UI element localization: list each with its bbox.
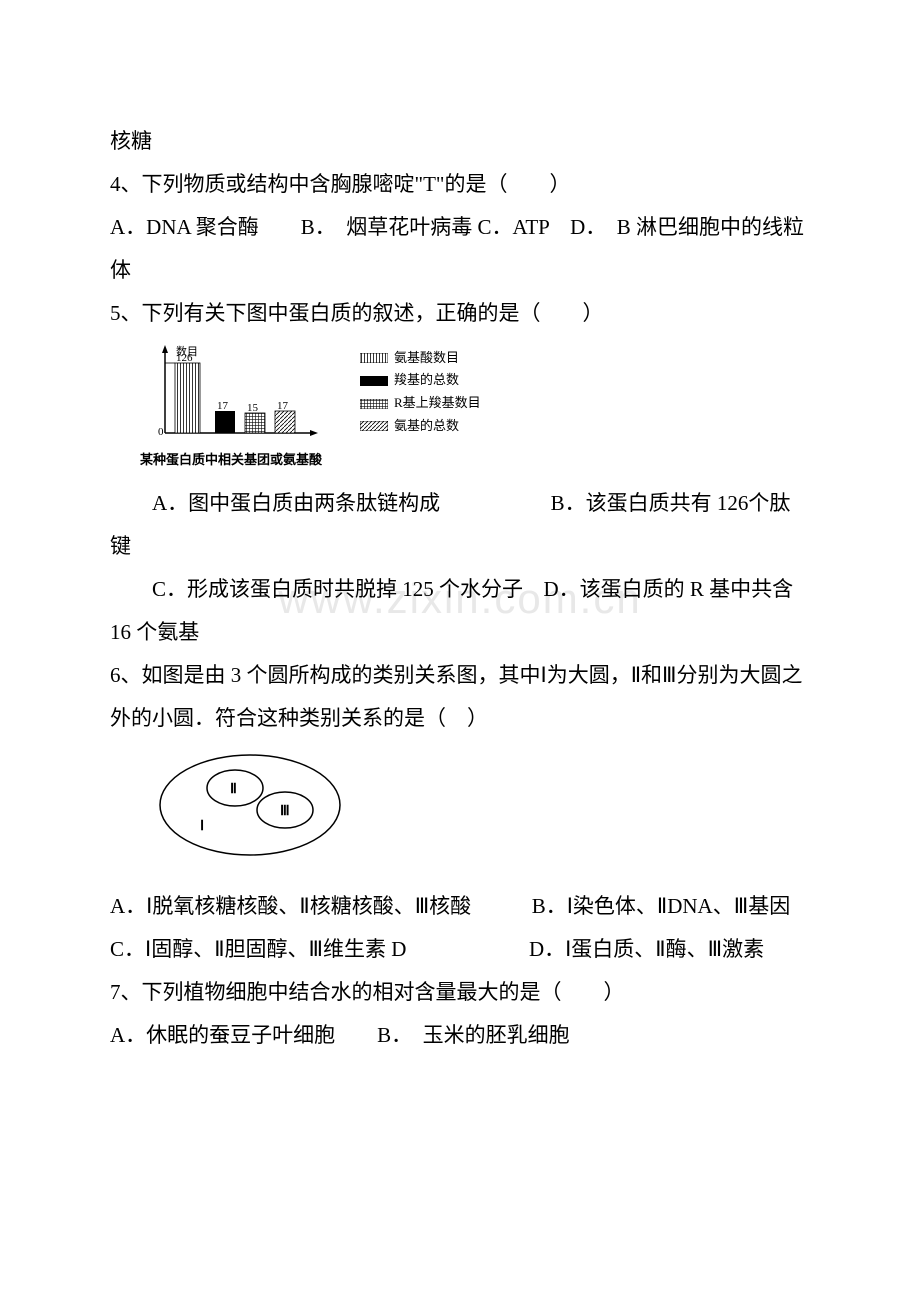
svg-text:Ⅰ: Ⅰ: [200, 819, 204, 834]
question-6-optD: D．Ⅰ蛋白质、Ⅱ酶、Ⅲ激素: [529, 937, 764, 961]
chart-legend: 氨基酸数目 羧基的总数 R基上羧基数目 氨基的总数: [360, 348, 481, 439]
legend-label: 氨基酸数目: [394, 348, 459, 369]
svg-text:Ⅲ: Ⅲ: [280, 804, 290, 819]
question-4-stem: 4、下列物质或结构中含胸腺嘧啶"T"的是（ ）: [110, 163, 810, 206]
legend-item: 氨基的总数: [360, 416, 481, 437]
legend-label: 羧基的总数: [394, 370, 459, 391]
protein-chart: 数目 0 126 17 15 17 氨基酸数目 羧基的总数: [140, 343, 810, 443]
bar-chart: 数目 0 126 17 15 17: [140, 343, 320, 443]
question-5-optA: A．图中蛋白质由两条肽链构成: [110, 491, 440, 515]
document-content: 核糖 4、下列物质或结构中含胸腺嘧啶"T"的是（ ） A．DNA 聚合酶 B． …: [110, 120, 810, 1057]
question-6-row1: A．Ⅰ脱氧核糖核酸、Ⅱ核糖核酸、Ⅲ核酸 B．Ⅰ染色体、ⅡDNA、Ⅲ基因: [110, 885, 810, 928]
question-5-stem: 5、下列有关下图中蛋白质的叙述，正确的是（ ）: [110, 292, 810, 335]
svg-text:17: 17: [217, 400, 229, 412]
svg-text:15: 15: [247, 402, 259, 414]
question-6-optB: B．Ⅰ染色体、ⅡDNA、Ⅲ基因: [532, 894, 791, 918]
legend-item: 羧基的总数: [360, 370, 481, 391]
question-4-options: A．DNA 聚合酶 B． 烟草花叶病毒 C．ATP D． B 淋巴细胞中的线粒体: [110, 206, 810, 292]
venn-diagram: Ⅱ Ⅲ Ⅰ: [150, 750, 810, 875]
legend-item: 氨基酸数目: [360, 348, 481, 369]
legend-item: R基上羧基数目: [360, 393, 481, 414]
svg-text:126: 126: [176, 352, 193, 364]
question-6-row2: C．Ⅰ固醇、Ⅱ胆固醇、Ⅲ维生素 D D．Ⅰ蛋白质、Ⅱ酶、Ⅲ激素: [110, 928, 810, 971]
line-fragment: 核糖: [110, 120, 810, 163]
question-6-stem: 6、如图是由 3 个圆所构成的类别关系图，其中Ⅰ为大圆，Ⅱ和Ⅲ分别为大圆之外的小…: [110, 654, 810, 740]
question-7-stem: 7、下列植物细胞中结合水的相对含量最大的是（ ）: [110, 971, 810, 1014]
question-5-optC: C．形成该蛋白质时共脱掉 125 个水分子: [110, 577, 523, 601]
legend-label: R基上羧基数目: [394, 393, 481, 414]
svg-text:Ⅱ: Ⅱ: [230, 782, 237, 797]
svg-text:17: 17: [277, 400, 289, 412]
chart-caption: 某种蛋白质中相关基团或氨基酸: [140, 447, 810, 474]
svg-text:0: 0: [158, 426, 164, 438]
question-5-row1: A．图中蛋白质由两条肽链构成 B．该蛋白质共有 126个肽键: [110, 482, 810, 568]
question-7-optA: A．休眠的蚕豆子叶细胞 B． 玉米的胚乳细胞: [110, 1014, 810, 1057]
question-6-optA: A．Ⅰ脱氧核糖核酸、Ⅱ核糖核酸、Ⅲ核酸: [110, 894, 471, 918]
question-5-row2: C．形成该蛋白质时共脱掉 125 个水分子 D．该蛋白质的 R 基中共含 16 …: [110, 568, 810, 654]
bar-chart-svg: 数目 0 126 17 15 17: [140, 343, 320, 443]
question-6-optC: C．Ⅰ固醇、Ⅱ胆固醇、Ⅲ维生素 D: [110, 937, 406, 961]
legend-label: 氨基的总数: [394, 416, 459, 437]
venn-svg: Ⅱ Ⅲ Ⅰ: [150, 750, 350, 860]
